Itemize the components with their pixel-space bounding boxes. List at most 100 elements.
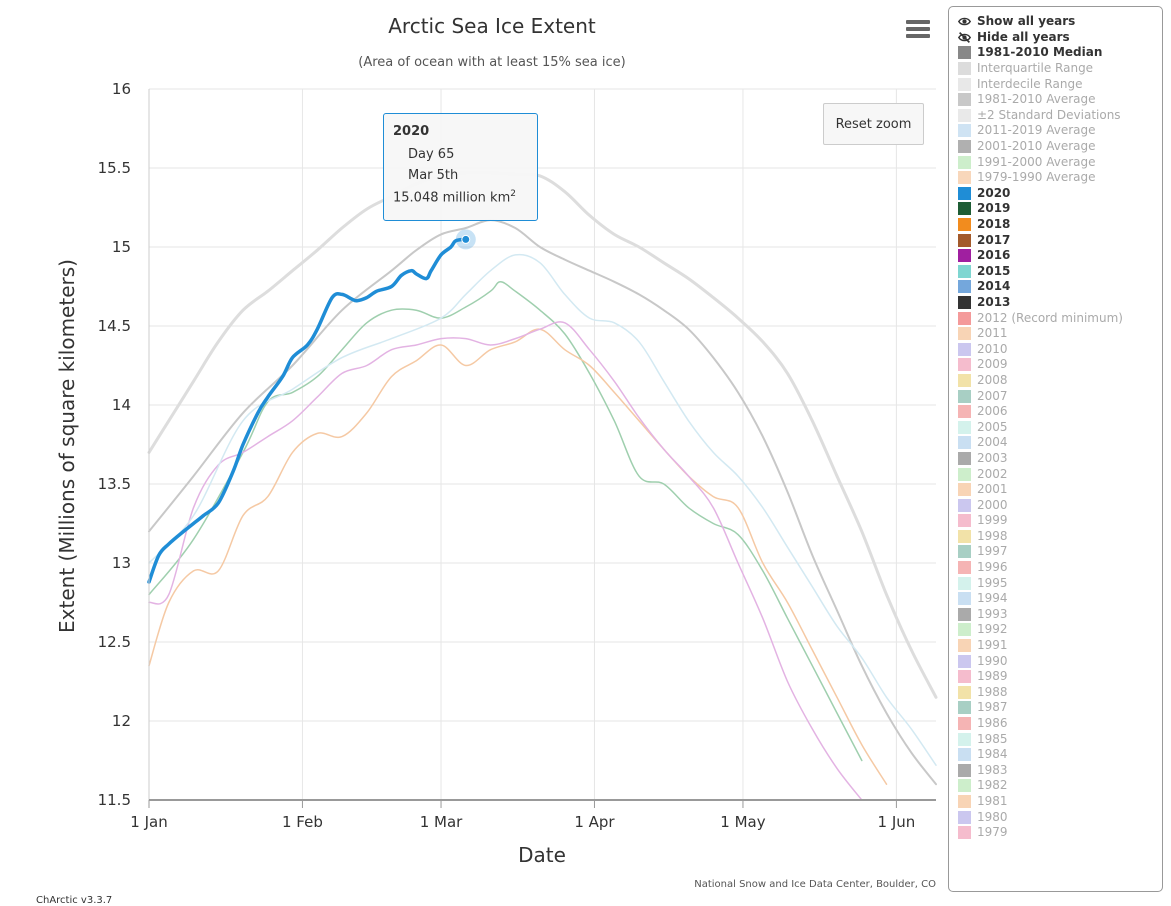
legend-item[interactable]: ±2 Standard Deviations [958, 108, 1162, 124]
legend-item[interactable]: 1981-2010 Median [958, 45, 1162, 61]
legend-label: Interdecile Range [977, 76, 1083, 91]
legend-label: 1982 [977, 778, 1008, 793]
reset-zoom-button[interactable]: Reset zoom [823, 103, 924, 145]
legend-item[interactable]: 1992 [958, 622, 1162, 638]
legend-label: 1983 [977, 762, 1008, 777]
legend-item[interactable]: 2006 [958, 404, 1162, 420]
legend-item[interactable]: 1990 [958, 653, 1162, 669]
legend-swatch [958, 451, 971, 465]
legend-item[interactable]: 1981 [958, 794, 1162, 810]
legend-label: 2004 [977, 435, 1008, 450]
legend-item[interactable]: 2001-2010 Average [958, 139, 1162, 155]
legend-item[interactable]: 1998 [958, 529, 1162, 545]
tooltip-unit-sup: 2 [510, 189, 516, 199]
sea-ice-chart: Arctic Sea Ice Extent (Area of ocean wit… [55, 14, 938, 890]
legend-label: 1981-2010 Median [977, 45, 1103, 60]
legend-swatch [958, 249, 971, 263]
legend-swatch [958, 327, 971, 341]
tooltip-value-text: 15.048 million km [393, 190, 511, 206]
legend-label: 1981 [977, 793, 1008, 808]
legend-label: 1987 [977, 700, 1008, 715]
legend-item[interactable]: 1997 [958, 544, 1162, 560]
series-line-2018[interactable] [148, 328, 888, 785]
legend-item[interactable]: 1991-2000 Average [958, 154, 1162, 170]
legend-item[interactable]: 1991 [958, 638, 1162, 654]
legend-item[interactable]: 2007 [958, 388, 1162, 404]
series-line-1981-2010-average[interactable] [148, 219, 937, 786]
legend-item[interactable]: 2005 [958, 419, 1162, 435]
chart-subtitle: (Area of ocean with at least 15% sea ice… [358, 55, 625, 70]
legend-item[interactable]: Interdecile Range [958, 76, 1162, 92]
legend-item[interactable]: 2011 [958, 326, 1162, 342]
legend-item[interactable]: 2016 [958, 248, 1162, 264]
legend-item[interactable]: 2010 [958, 341, 1162, 357]
legend-swatch [958, 545, 971, 559]
legend-swatch [958, 295, 971, 309]
legend-item[interactable]: 1988 [958, 685, 1162, 701]
legend-item[interactable]: 2008 [958, 373, 1162, 389]
legend-item[interactable]: 1979 [958, 825, 1162, 841]
legend-item[interactable]: 2020 [958, 186, 1162, 202]
legend-item[interactable]: 1989 [958, 669, 1162, 685]
legend-item[interactable]: 1999 [958, 513, 1162, 529]
legend-item[interactable]: 1996 [958, 560, 1162, 576]
legend-item[interactable]: 2003 [958, 451, 1162, 467]
series-line-2016[interactable] [148, 253, 937, 766]
series-lines[interactable] [147, 170, 938, 801]
legend-label: 2000 [977, 497, 1008, 512]
legend-item[interactable]: 1979-1990 Average [958, 170, 1162, 186]
legend-item[interactable]: 2015 [958, 264, 1162, 280]
legend-item[interactable]: 1982 [958, 778, 1162, 794]
legend-swatch [958, 389, 971, 403]
legend-item[interactable]: 2012 (Record minimum) [958, 310, 1162, 326]
hide-all-years-button[interactable]: Hide all years [958, 30, 1162, 46]
legend-item[interactable]: 2004 [958, 435, 1162, 451]
legend-item[interactable]: 1981-2010 Average [958, 92, 1162, 108]
legend-label: 1995 [977, 575, 1008, 590]
legend-swatch [958, 670, 971, 684]
series-line-interdecile-upper-bound[interactable] [147, 170, 938, 699]
legend-item[interactable]: 1987 [958, 700, 1162, 716]
legend-item[interactable]: 2011-2019 Average [958, 123, 1162, 139]
legend-label: 1991-2000 Average [977, 154, 1096, 169]
legend-item[interactable]: Interquartile Range [958, 61, 1162, 77]
legend-swatch [958, 264, 971, 278]
legend-item[interactable]: 2014 [958, 279, 1162, 295]
x-tick-label: 1 May [720, 813, 765, 831]
legend-label: 1986 [977, 716, 1008, 731]
legend-item[interactable]: 1980 [958, 809, 1162, 825]
legend-item[interactable]: 2013 [958, 295, 1162, 311]
legend-item[interactable]: 2019 [958, 201, 1162, 217]
legend-item[interactable]: 2002 [958, 466, 1162, 482]
chart-title: Arctic Sea Ice Extent [388, 14, 596, 38]
legend-item[interactable]: 2000 [958, 497, 1162, 513]
legend-item[interactable]: 2018 [958, 217, 1162, 233]
legend-item[interactable]: 2001 [958, 482, 1162, 498]
legend-item[interactable]: 1985 [958, 731, 1162, 747]
legend-swatch [958, 654, 971, 668]
legend-item[interactable]: 1993 [958, 607, 1162, 623]
x-tick-label: 1 Mar [420, 813, 463, 831]
legend-swatch [958, 779, 971, 793]
legend-swatch [958, 93, 971, 107]
series-line-2020[interactable] [147, 237, 468, 584]
legend-label: 2008 [977, 372, 1008, 387]
series-line-2017[interactable] [148, 321, 863, 801]
legend-panel: Show all years Hide all years 1981-2010 … [948, 6, 1163, 892]
legend-item[interactable]: 2017 [958, 232, 1162, 248]
show-all-years-button[interactable]: Show all years [958, 14, 1162, 30]
hamburger-menu-icon[interactable] [906, 20, 930, 42]
credit-text[interactable]: National Snow and Ice Data Center, Bould… [694, 879, 936, 890]
legend-swatch [958, 810, 971, 824]
legend-item[interactable]: 1986 [958, 716, 1162, 732]
legend-item[interactable]: 1994 [958, 591, 1162, 607]
highlight-point[interactable] [461, 234, 471, 244]
legend-item[interactable]: 1995 [958, 575, 1162, 591]
legend-swatch [958, 46, 971, 60]
legend-swatch [958, 186, 971, 200]
legend-item[interactable]: 1983 [958, 763, 1162, 779]
series-line-2019[interactable] [148, 281, 863, 762]
legend-label: 2018 [977, 217, 1011, 232]
legend-item[interactable]: 1984 [958, 747, 1162, 763]
legend-item[interactable]: 2009 [958, 357, 1162, 373]
